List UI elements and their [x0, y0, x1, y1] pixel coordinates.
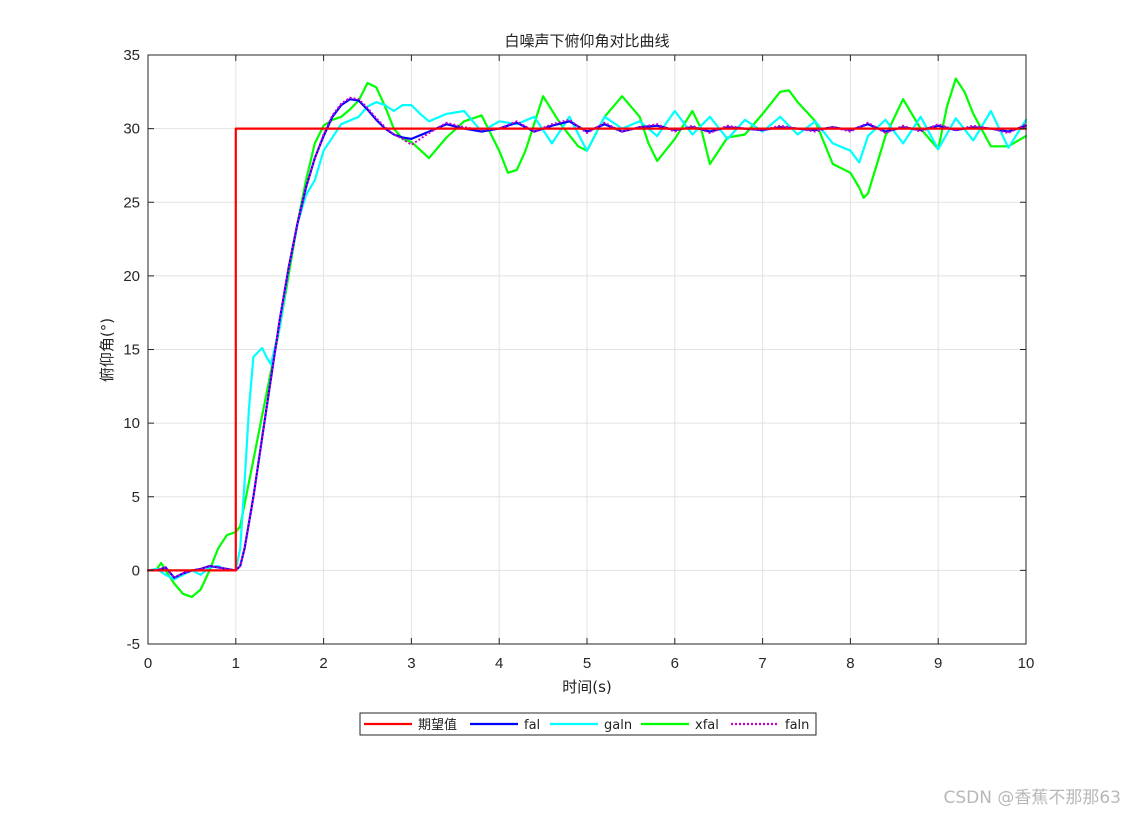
x-tick-label: 4: [495, 655, 503, 672]
y-tick-label: 10: [123, 415, 140, 432]
legend-item-xfal: xfal: [641, 718, 719, 733]
legend-label: faln: [785, 718, 809, 733]
x-tick-label: 10: [1018, 655, 1035, 672]
y-axis-label: 俯仰角(°): [98, 318, 116, 382]
watermark: CSDN @香蕉不那那63: [943, 788, 1121, 808]
y-tick-label: 30: [123, 121, 140, 138]
series-line-galn: [146, 100, 1028, 581]
legend: 期望值 fal galn xfal faln: [359, 712, 817, 736]
x-tick-label: 0: [144, 655, 152, 672]
x-tick-label: 2: [319, 655, 327, 672]
x-axis-label: 时间(s): [562, 678, 612, 696]
series-line-期望值: [146, 127, 1028, 572]
legend-label: fal: [524, 718, 540, 733]
legend-item-galn: galn: [550, 718, 632, 733]
x-tick-label: 3: [407, 655, 415, 672]
chart-title: 白噪声下俯仰角对比曲线: [504, 32, 669, 50]
legend-label: galn: [604, 718, 632, 733]
x-tick-label: 7: [758, 655, 766, 672]
x-tick-label: 5: [583, 655, 591, 672]
x-tick-label: 6: [671, 655, 679, 672]
series-line-faln: [148, 96, 1027, 579]
y-tick-label: 35: [123, 47, 140, 64]
x-tick-label: 1: [232, 655, 240, 672]
legend-label: 期望值: [418, 717, 457, 733]
y-tick-label: 15: [123, 342, 140, 359]
y-tick-label: 0: [132, 562, 140, 579]
x-tick-label: 9: [934, 655, 942, 672]
legend-item-faln: faln: [731, 718, 809, 733]
y-tick-label: 5: [132, 489, 140, 506]
legend-item-期望值: 期望值: [364, 717, 457, 733]
x-tick-label: 8: [846, 655, 854, 672]
y-tick-label: -5: [127, 636, 140, 653]
y-tick-label: 25: [123, 194, 140, 211]
y-tick-label: 20: [123, 268, 140, 285]
legend-label: xfal: [695, 718, 719, 733]
series-layer: [146, 77, 1028, 599]
legend-item-fal: fal: [470, 718, 540, 733]
